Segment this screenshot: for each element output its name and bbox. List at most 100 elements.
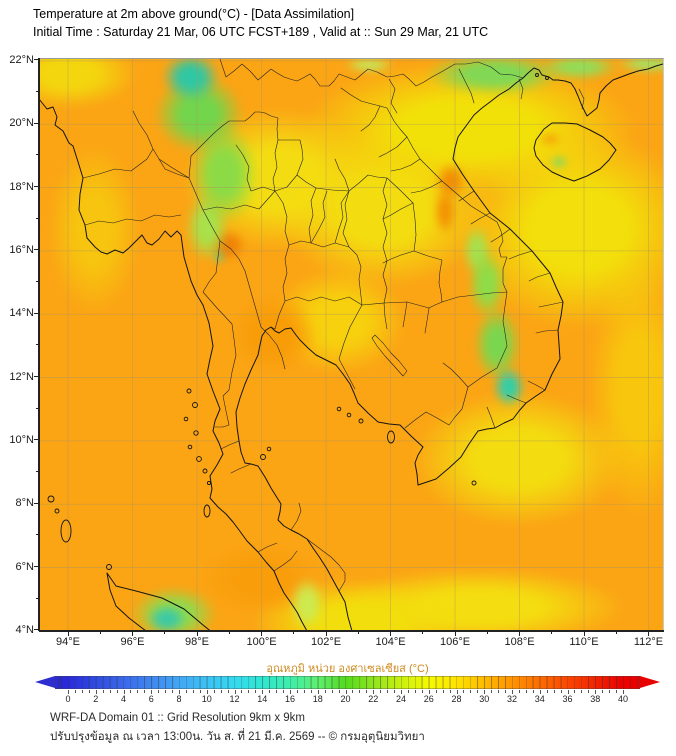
- province-borders: [82, 68, 585, 592]
- lat-tick-label: 14°N: [9, 307, 34, 320]
- x-minor-tick: [164, 631, 166, 634]
- colorbar-tick: [199, 690, 201, 693]
- lat-tick-label: 10°N: [9, 433, 34, 446]
- colorbar-tick: [623, 690, 624, 694]
- lat-tick-label: 8°N: [15, 497, 34, 510]
- map-overlay: [39, 59, 663, 631]
- colorbar-tick: [338, 690, 340, 693]
- country-borders: [188, 59, 524, 429]
- x-minor-tick: [99, 631, 101, 634]
- colorbar-tick: [74, 690, 76, 693]
- colorbar-tick-label: 26: [423, 694, 434, 704]
- x-tick: [583, 631, 585, 636]
- colorbar-tick-label: 20: [340, 694, 351, 704]
- colorbar-tick: [88, 690, 90, 693]
- y-minor-tick: [36, 597, 39, 599]
- colorbar-tick-label: 28: [451, 694, 462, 704]
- lat-tick-label: 6°N: [15, 560, 34, 573]
- y-tick: [34, 122, 39, 124]
- x-tick: [454, 631, 456, 636]
- colorbar: อุณหภูมิ หน่วย องศาเซลเซียส (°C) 0 2 4 6 8 10…: [35, 659, 660, 705]
- y-minor-tick: [36, 154, 39, 156]
- x-axis-line: [39, 630, 664, 632]
- colorbar-tick: [567, 690, 569, 694]
- colorbar-tick-label: 6: [148, 694, 154, 704]
- colorbar-tick: [359, 690, 361, 693]
- x-tick: [67, 631, 69, 636]
- colorbar-tick: [137, 690, 139, 693]
- lat-tick-label: 12°N: [9, 370, 34, 383]
- colorbar-tick: [290, 690, 291, 694]
- colorbar-tick: [158, 690, 160, 693]
- colorbar-tick: [317, 690, 319, 694]
- colorbar-tick: [581, 690, 583, 693]
- colorbar-tick: [185, 690, 187, 693]
- colorbar-tick: [276, 690, 278, 693]
- colorbar-tick-label: 8: [176, 694, 182, 704]
- lon-tick-label: 102°E: [310, 636, 342, 648]
- graticule: [39, 59, 663, 631]
- colorbar-tick: [428, 690, 430, 694]
- colorbar-tick: [505, 690, 507, 693]
- x-tick: [519, 631, 521, 636]
- x-minor-tick: [486, 631, 488, 634]
- y-tick: [34, 439, 39, 441]
- y-minor-tick: [36, 407, 39, 409]
- y-minor-tick: [36, 281, 39, 283]
- colorbar-tick: [303, 690, 305, 693]
- map-canvas: [39, 58, 664, 631]
- colorbar-tick-label: 18: [312, 694, 323, 704]
- colorbar-tick: [241, 690, 243, 693]
- y-minor-tick: [36, 217, 39, 219]
- colorbar-tick: [213, 690, 215, 693]
- y-tick: [34, 312, 39, 314]
- lat-tick-label: 4°N: [15, 623, 34, 636]
- colorbar-tick: [345, 690, 347, 694]
- colorbar-tick: [68, 690, 69, 694]
- colorbar-label: อุณหภูมิ หน่วย องศาเซลเซียส (°C): [266, 663, 429, 675]
- colorbar-tick: [616, 690, 618, 693]
- colorbar-tick: [560, 690, 562, 693]
- colorbar-tick: [602, 690, 604, 693]
- colorbar-tick: [81, 690, 83, 693]
- colorbar-tick-label: 34: [534, 694, 545, 704]
- colorbar-tick: [192, 690, 194, 693]
- colorbar-tick: [144, 690, 146, 693]
- colorbar-tick: [477, 690, 479, 693]
- colorbar-tick: [324, 690, 326, 693]
- x-tick: [132, 631, 134, 636]
- colorbar-tick-label: 16: [284, 694, 296, 704]
- lon-tick-label: 98°E: [185, 636, 210, 648]
- colorbar-tick: [442, 690, 444, 693]
- lat-tick-label: 18°N: [9, 180, 34, 193]
- colorbar-tick: [588, 690, 590, 693]
- y-tick: [34, 566, 39, 568]
- y-minor-tick: [36, 471, 39, 473]
- colorbar-tick: [109, 690, 111, 693]
- colorbar-tick: [518, 690, 520, 693]
- colorbar-tick: [283, 690, 285, 693]
- x-minor-tick: [293, 631, 295, 634]
- colorbar-tick: [172, 690, 174, 693]
- colorbar-tick: [456, 690, 458, 694]
- colorbar-tick: [95, 690, 97, 694]
- colorbar-tick: [394, 690, 396, 693]
- colorbar-tick-label: 38: [590, 694, 601, 704]
- colorbar-tick: [421, 690, 423, 693]
- colorbar-tick: [484, 690, 486, 694]
- y-tick: [34, 186, 39, 188]
- colorbar-tick: [255, 690, 257, 693]
- x-tick: [325, 631, 327, 636]
- colorbar-tick: [179, 690, 180, 694]
- colorbar-tick-label: 36: [562, 694, 573, 704]
- map-subtitle: Initial Time : Saturday 21 Mar, 06 UTC F…: [33, 25, 489, 39]
- colorbar-gradient: [55, 676, 640, 689]
- colorbar-tick-label: 30: [479, 694, 490, 704]
- colorbar-tick: [269, 690, 271, 693]
- coastlines: [39, 63, 663, 631]
- colorbar-tick: [498, 690, 500, 693]
- colorbar-tick: [102, 690, 104, 693]
- colorbar-tick: [574, 690, 576, 693]
- colorbar-segments: [55, 676, 640, 689]
- colorbar-tick: [407, 690, 409, 693]
